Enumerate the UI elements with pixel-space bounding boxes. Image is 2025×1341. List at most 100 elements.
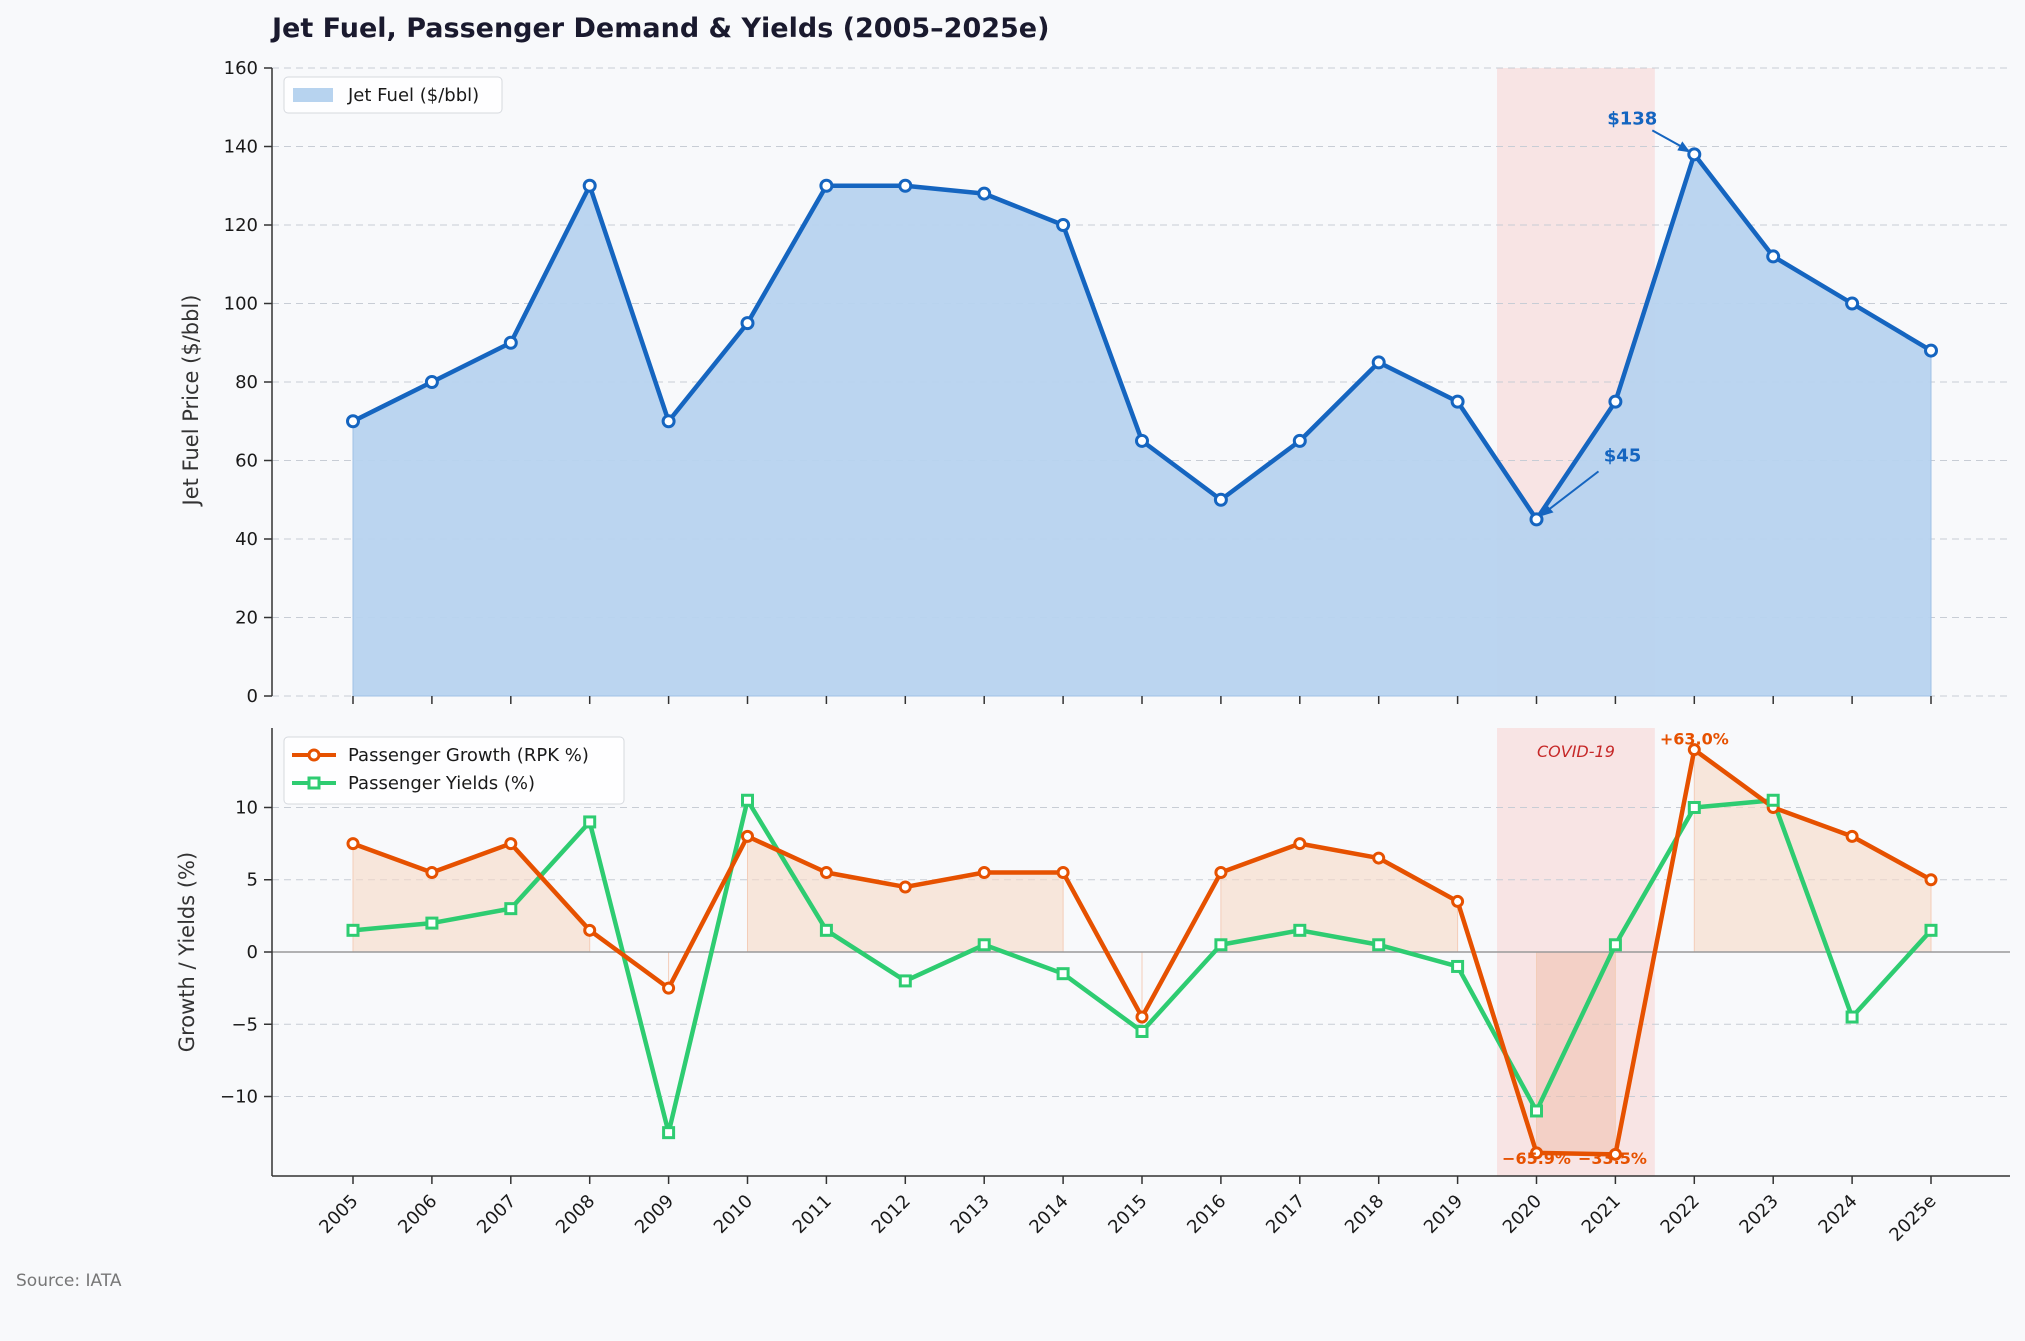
growth-tick-label: 0 — [247, 942, 258, 963]
fuel-point — [1529, 512, 1544, 527]
x-tick-label: 2011 — [789, 1191, 836, 1238]
x-tick-label: 2020 — [1499, 1191, 1546, 1238]
fuel-axis-title: Jet Fuel Price ($/bbl) — [179, 295, 203, 508]
fuel-point — [977, 186, 992, 201]
growth-fill-region — [1536, 951, 1616, 1155]
x-tick-label: 2025e — [1885, 1191, 1940, 1246]
growth-point — [1372, 851, 1386, 865]
growth-legend-box — [283, 736, 625, 805]
fuel-point — [898, 178, 913, 193]
x-tick-label: 2005 — [315, 1191, 362, 1238]
yields-point — [504, 902, 518, 916]
growth-tick-label: −5 — [231, 1014, 258, 1035]
fuel-point — [424, 375, 439, 389]
x-tick-label: 2018 — [1341, 1191, 1388, 1238]
growth-point — [1214, 866, 1228, 880]
annotation-covid: COVID-19 — [1537, 742, 1615, 761]
yields-point — [1924, 923, 1938, 937]
x-tick-label: 2010 — [710, 1191, 757, 1238]
fuel-point — [1687, 147, 1702, 162]
yields-point — [1214, 938, 1228, 952]
x-tick-label: 2019 — [1420, 1191, 1467, 1238]
fuel-point — [1056, 218, 1071, 232]
yields-point — [662, 1126, 676, 1140]
yields-legend-label: Passenger Yields (%) — [348, 773, 535, 794]
fuel-tick-label: 100 — [224, 294, 258, 315]
growth-point — [1293, 837, 1307, 851]
x-tick-label: 2008 — [552, 1191, 599, 1238]
growth-tick-label: 10 — [235, 797, 258, 818]
fuel-area — [352, 153, 1932, 697]
fuel-point — [1608, 394, 1623, 409]
fuel-tick-label: 40 — [235, 529, 258, 550]
growth-point — [1451, 894, 1465, 908]
fuel-tick-label: 140 — [224, 137, 258, 158]
x-tick-label: 2009 — [631, 1191, 678, 1238]
yields-point — [741, 793, 754, 807]
growth-point — [425, 866, 439, 880]
fuel-point — [503, 335, 518, 350]
fuel-point — [1371, 355, 1386, 370]
annotation-fuel-low: $45 — [1604, 445, 1642, 466]
growth-point — [898, 880, 912, 894]
growth-legend-marker — [307, 748, 321, 762]
x-tick-label: 2013 — [946, 1191, 993, 1238]
yields-point — [1056, 967, 1070, 981]
growth-point — [1056, 866, 1070, 880]
growth-point — [1687, 743, 1701, 757]
fuel-tick-label: 120 — [224, 215, 258, 236]
fuel-point — [1135, 433, 1149, 448]
growth-point — [583, 923, 597, 937]
growth-point — [1924, 873, 1938, 887]
fuel-point — [1845, 296, 1860, 311]
yields-point — [1372, 938, 1386, 952]
growth-tick-label: −10 — [220, 1087, 258, 1108]
growth-point — [977, 866, 991, 880]
yields-point — [425, 916, 439, 930]
annotation-growth-low-2020: −65.9% — [1502, 1149, 1571, 1168]
x-tick-label: 2007 — [473, 1191, 520, 1238]
annotation-fuel-peak: $138 — [1607, 108, 1657, 129]
growth-point — [1608, 1147, 1622, 1161]
fuel-point — [740, 316, 755, 331]
yields-point — [1845, 1010, 1859, 1024]
yields-legend-marker — [307, 776, 321, 790]
growth-fill-region — [1693, 748, 1932, 953]
yields-point — [898, 974, 912, 988]
fuel-point — [1292, 433, 1307, 448]
fuel-point — [819, 178, 834, 193]
growth-yields-panel: −10 −5 0 5 10 2005 2006 2007 2008 2009 2010 2011 201… — [220, 728, 2010, 1246]
x-tick-label: 2016 — [1183, 1191, 1230, 1238]
x-tick-label: 2006 — [394, 1191, 441, 1238]
fuel-point — [1213, 492, 1228, 507]
growth-tick-label: 5 — [247, 870, 258, 891]
growth-point — [662, 981, 676, 995]
fuel-tick-label: 80 — [235, 372, 258, 393]
yields-point — [1687, 800, 1701, 814]
growth-legend-label: Passenger Growth (RPK %) — [348, 745, 589, 766]
x-tick-label: 2023 — [1735, 1191, 1782, 1238]
yields-point — [583, 815, 597, 829]
x-tick-label: 2017 — [1262, 1191, 1309, 1238]
growth-point — [1845, 829, 1859, 843]
fuel-point — [1924, 343, 1938, 358]
yields-point — [1766, 793, 1780, 807]
yields-point — [819, 923, 833, 937]
fuel-legend-label: Jet Fuel ($/bbl) — [347, 85, 479, 106]
fuel-tick-label: 60 — [235, 451, 258, 472]
chart-title: Jet Fuel, Passenger Demand & Yields (200… — [270, 13, 1049, 44]
growth-point — [504, 837, 518, 851]
fuel-legend-box — [283, 76, 503, 114]
yields-point — [1135, 1024, 1149, 1038]
fuel-legend-swatch — [293, 88, 333, 102]
x-tick-label: 2022 — [1657, 1191, 1704, 1238]
growth-legend: Passenger Growth (RPK %) Passenger Yield… — [283, 736, 625, 805]
annotation-fuel-low-arrow — [1541, 470, 1600, 516]
fuel-point — [346, 414, 360, 429]
growth-point — [1135, 1010, 1149, 1024]
source-note: Source: IATA — [16, 1271, 122, 1291]
fuel-tick-label: 0 — [247, 686, 258, 707]
x-tick-label: 2024 — [1814, 1191, 1861, 1238]
x-tick-label: 2021 — [1578, 1191, 1625, 1238]
